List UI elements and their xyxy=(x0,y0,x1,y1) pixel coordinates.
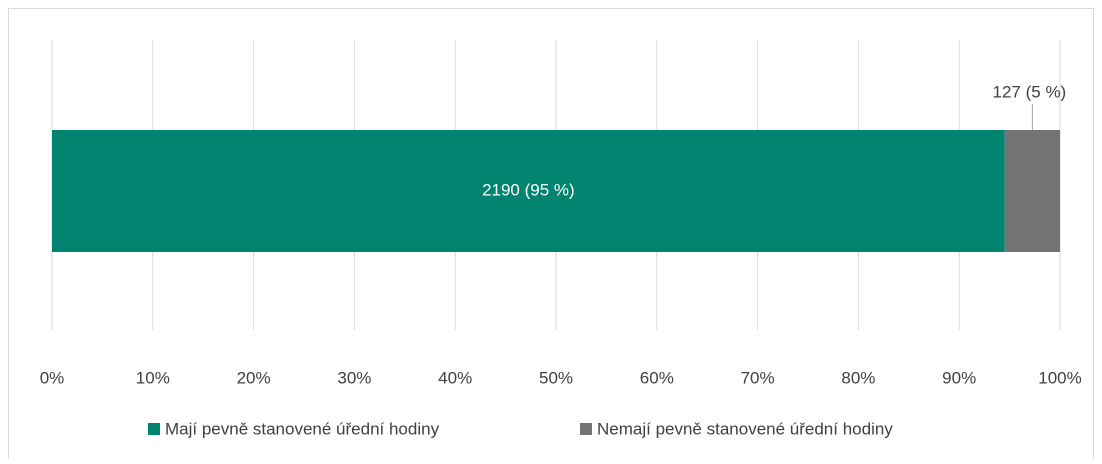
x-tick-label: 70% xyxy=(741,368,775,387)
legend-label: Mají pevně stanovené úřední hodiny xyxy=(165,419,440,438)
x-tick-label: 90% xyxy=(942,368,976,387)
legend-swatch xyxy=(580,423,592,435)
data-label: 127 (5 %) xyxy=(993,82,1067,101)
x-tick-label: 40% xyxy=(438,368,472,387)
x-tick-label: 80% xyxy=(841,368,875,387)
legend-swatch xyxy=(148,423,160,435)
data-label: 2190 (95 %) xyxy=(482,180,575,199)
x-tick-label: 0% xyxy=(40,368,65,387)
x-tick-label: 10% xyxy=(136,368,170,387)
chart-border xyxy=(8,8,1094,464)
x-tick-label: 60% xyxy=(640,368,674,387)
bar-segment xyxy=(1004,130,1060,252)
x-tick-label: 50% xyxy=(539,368,573,387)
bar-segment xyxy=(52,130,1005,252)
x-tick-label: 100% xyxy=(1038,368,1081,387)
x-tick-label: 30% xyxy=(337,368,371,387)
x-tick-label: 20% xyxy=(237,368,271,387)
legend-label: Nemají pevně stanovené úřední hodiny xyxy=(597,419,893,438)
